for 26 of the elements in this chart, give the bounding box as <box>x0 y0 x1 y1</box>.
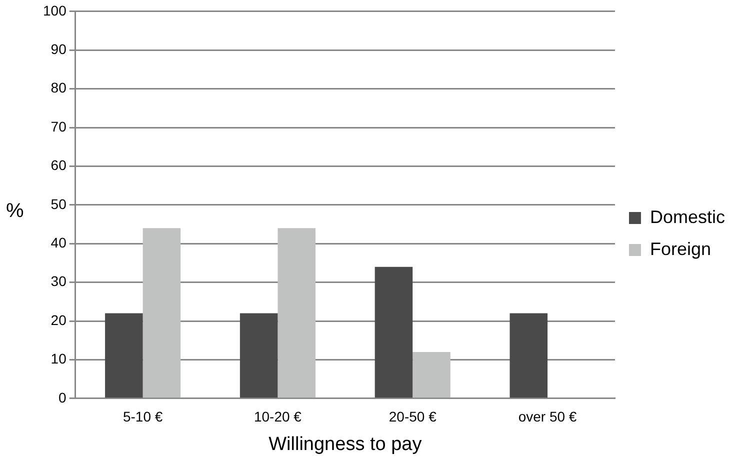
y-tick-label: 20 <box>50 312 67 328</box>
y-axis-title: % <box>6 200 24 223</box>
y-tick-label: 90 <box>50 40 67 57</box>
bar <box>510 313 548 398</box>
bar <box>412 352 450 398</box>
y-tick-label: 100 <box>43 2 67 18</box>
x-tick-label: 10-20 € <box>254 408 302 425</box>
x-tick-label: 20-50 € <box>388 408 437 425</box>
bar <box>142 228 181 398</box>
y-tick-label: 70 <box>50 118 67 134</box>
bar <box>105 313 143 398</box>
x-tick-label: 5-10 € <box>122 408 163 425</box>
legend-label: Domestic <box>650 206 725 227</box>
y-tick-label: 0 <box>58 389 67 406</box>
bar <box>278 228 316 398</box>
bar <box>374 266 413 398</box>
bar <box>240 313 278 398</box>
y-tick-label: 40 <box>50 234 67 250</box>
legend-label: Foreign <box>650 238 712 259</box>
y-tick-label: 80 <box>50 80 67 96</box>
y-tick-label: 10 <box>50 350 67 367</box>
y-tick-label: 50 <box>50 196 67 212</box>
x-tick-label: over 50 € <box>518 408 577 425</box>
y-tick-label: 30 <box>50 273 67 290</box>
y-tick-label: 60 <box>50 157 67 174</box>
x-axis-title: Willingness to pay <box>268 434 422 455</box>
